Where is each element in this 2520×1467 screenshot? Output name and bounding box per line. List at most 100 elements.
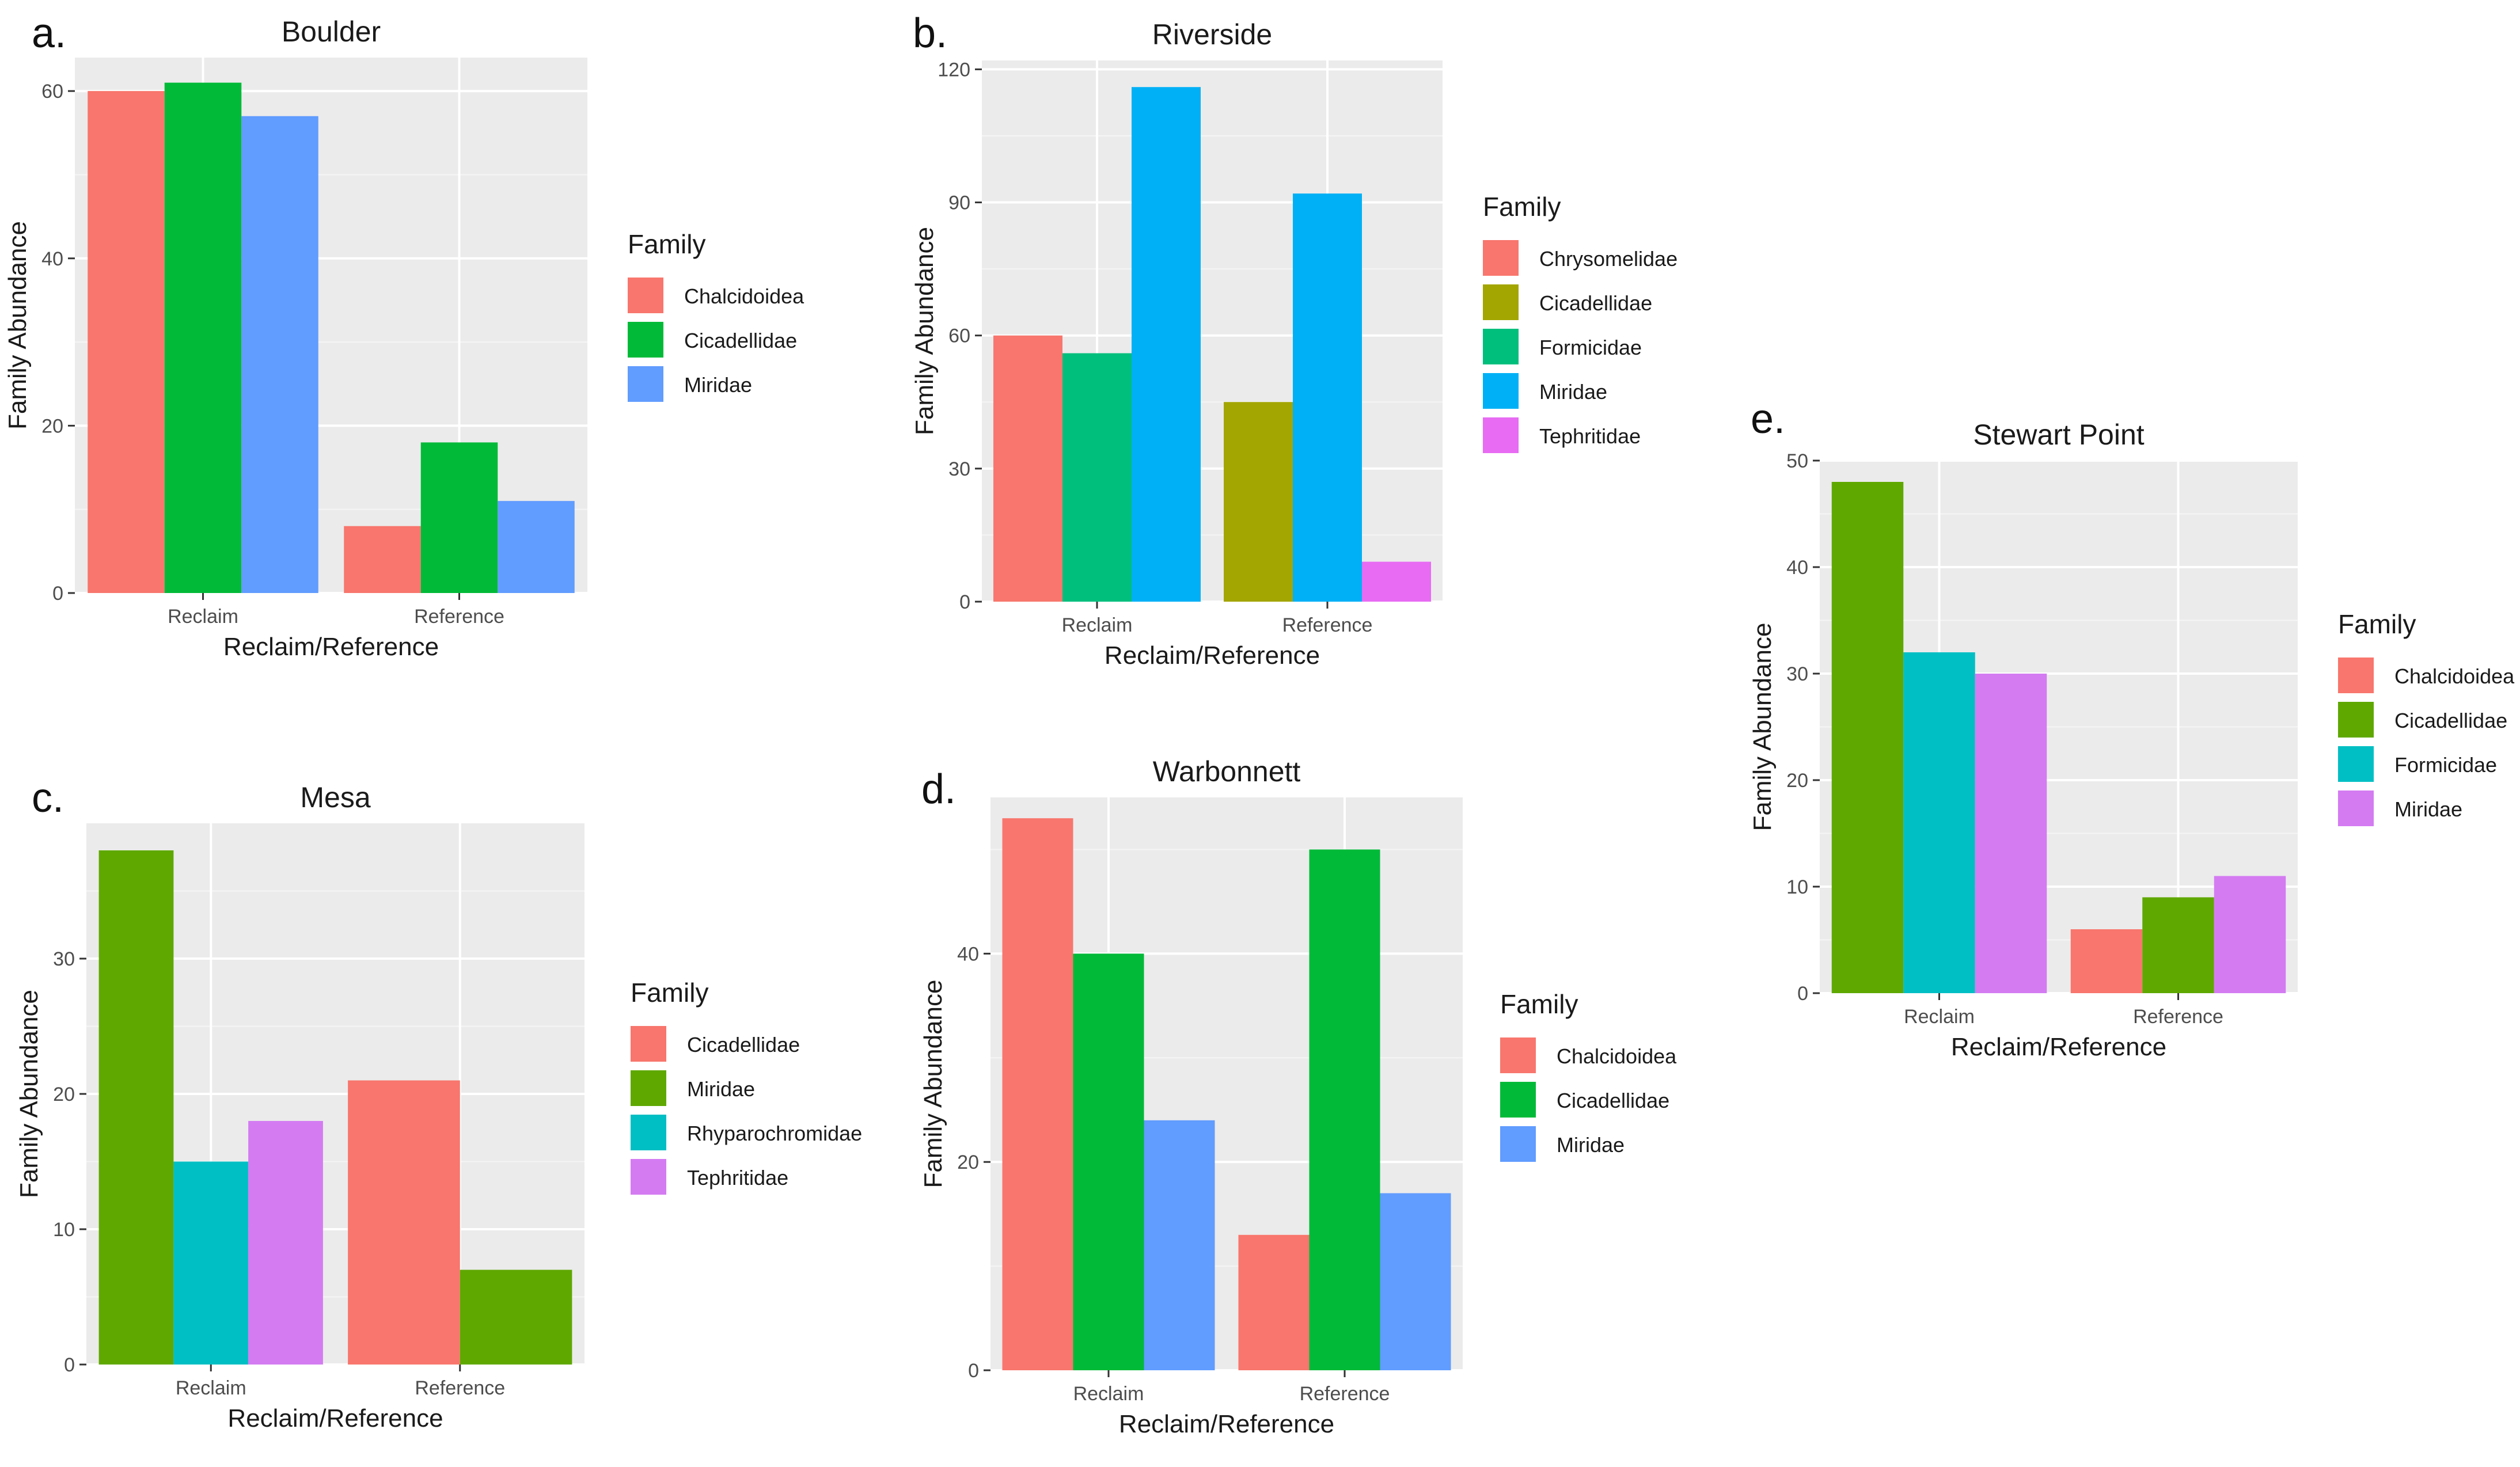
chart-3-x-tick-label: Reclaim — [176, 1377, 246, 1399]
chart-4-x-axis-label: Reclaim/Reference — [1119, 1410, 1334, 1438]
chart-2-bar — [1293, 193, 1362, 602]
chart-3-x-tick-label: Reference — [415, 1377, 505, 1399]
chart-3-bar — [460, 1270, 572, 1365]
chart-1-bar — [88, 91, 165, 593]
chart-2-y-tick-label: 60 — [948, 325, 970, 347]
chart-2-legend-label: Chrysomelidae — [1539, 247, 1678, 271]
chart-1-title: Boulder — [282, 16, 381, 48]
chart-1-legend-title: Family — [628, 229, 705, 259]
chart-4-legend-label: Miridae — [1557, 1133, 1625, 1157]
chart-4-legend-label: Cicadellidae — [1557, 1089, 1669, 1112]
chart-5-panel-letter: e. — [1751, 396, 1785, 442]
chart-4-bar — [1073, 953, 1144, 1370]
chart-4-legend-title: Family — [1500, 989, 1578, 1019]
chart-5-legend-title: Family — [2338, 609, 2416, 639]
chart-5-legend-key — [2338, 746, 2374, 782]
chart-2-bar — [1362, 561, 1431, 602]
chart-1-bar — [498, 501, 575, 593]
chart-2-title: Riverside — [1152, 18, 1272, 51]
chart-5-y-tick-label: 10 — [1786, 876, 1808, 898]
chart-3-bar — [248, 1121, 323, 1365]
chart-4-bar — [1144, 1120, 1215, 1370]
chart-2-legend-key — [1483, 373, 1519, 409]
chart-3-legend-label: Tephritidae — [687, 1166, 788, 1189]
chart-1-y-tick-label: 0 — [52, 583, 63, 605]
chart-4-bar — [1309, 849, 1380, 1370]
chart-3-y-tick-label: 10 — [53, 1219, 75, 1241]
chart-5-y-tick-label: 20 — [1786, 770, 1808, 792]
chart-3-legend-key — [631, 1070, 666, 1106]
chart-1-legend-key — [628, 366, 663, 402]
chart-4-bar — [1380, 1193, 1451, 1370]
chart-5-legend-label: Chalcidoidea — [2394, 664, 2515, 688]
chart-2-legend-key — [1483, 284, 1519, 320]
chart-5-y-tick-label: 30 — [1786, 663, 1808, 685]
chart-1-legend-key — [628, 278, 663, 313]
chart-4-y-tick-label: 20 — [957, 1151, 979, 1173]
chart-1-legend-label: Chalcidoidea — [684, 284, 804, 308]
chart-panel-5: e. Stewart Point 0 10 20 30 40 50 Reclaim Referen… — [1748, 396, 2515, 1061]
chart-5-bar — [2142, 897, 2214, 993]
chart-2-bar — [993, 335, 1062, 602]
chart-3-legend-key — [631, 1026, 666, 1062]
chart-1-legend-label: Miridae — [684, 373, 752, 397]
chart-5-title: Stewart Point — [1973, 419, 2144, 451]
chart-panel-1: a. Boulder 0 20 40 60 Reclaim Reference Reclaim/… — [3, 10, 804, 661]
chart-5-legend-key — [2338, 658, 2374, 693]
chart-5-x-tick-label: Reclaim — [1904, 1006, 1975, 1028]
chart-4-x-tick-label: Reference — [1300, 1383, 1390, 1405]
chart-1-bar — [344, 526, 421, 593]
chart-1-x-axis-label: Reclaim/Reference — [223, 633, 439, 661]
chart-3-bar — [98, 850, 174, 1365]
chart-panel-4: d. Warbonnett 0 20 40 Reclaim Reference Reclaim… — [919, 755, 1677, 1438]
chart-2-bar — [1132, 87, 1201, 602]
chart-4-legend-key — [1500, 1082, 1536, 1118]
chart-5-legend-key — [2338, 702, 2374, 738]
chart-2-x-tick-label: Reference — [1282, 614, 1373, 636]
chart-3-y-axis-label: Family Abundance — [15, 990, 43, 1198]
chart-3-legend-label: Cicadellidae — [687, 1033, 800, 1056]
chart-2-legend-title: Family — [1483, 192, 1561, 222]
chart-5-legend-label: Miridae — [2394, 797, 2462, 821]
chart-4-title: Warbonnett — [1153, 755, 1301, 788]
chart-4-legend-key — [1500, 1037, 1536, 1073]
chart-5-x-tick-label: Reference — [2133, 1006, 2223, 1028]
chart-1-y-axis-label: Family Abundance — [3, 221, 32, 430]
chart-4-legend-key — [1500, 1126, 1536, 1162]
chart-2-y-tick-label: 0 — [959, 591, 970, 613]
chart-5-legend-label: Cicadellidae — [2394, 709, 2507, 732]
chart-5-y-tick-label: 50 — [1786, 450, 1808, 472]
chart-2-y-tick-label: 120 — [938, 59, 970, 81]
chart-1-bar — [164, 82, 242, 593]
chart-2-legend-label: Formicidae — [1539, 336, 1642, 359]
chart-2-y-tick-label: 30 — [948, 458, 970, 480]
chart-3-x-axis-label: Reclaim/Reference — [227, 1404, 443, 1432]
chart-4-y-tick-label: 40 — [957, 943, 979, 965]
chart-2-y-tick-label: 90 — [948, 192, 970, 214]
chart-4-legend-label: Chalcidoidea — [1557, 1044, 1677, 1068]
chart-4-x-tick-label: Reclaim — [1073, 1383, 1144, 1405]
chart-5-y-tick-label: 0 — [1797, 983, 1808, 1005]
chart-3-title: Mesa — [300, 781, 370, 814]
chart-1-bar — [241, 116, 318, 593]
chart-3-bar — [173, 1161, 249, 1365]
chart-5-bar — [1975, 674, 2047, 993]
chart-2-y-axis-label: Family Abundance — [910, 227, 939, 435]
chart-2-legend-key — [1483, 329, 1519, 364]
chart-panel-2: b. Riverside 0 30 60 90 120 Reclaim Reference Rec… — [910, 10, 1678, 670]
chart-5-legend-key — [2338, 790, 2374, 826]
chart-5-bar — [1903, 652, 1975, 993]
chart-5-bar — [1831, 482, 1904, 993]
chart-5-legend-label: Formicidae — [2394, 753, 2497, 777]
chart-2-legend-label: Tephritidae — [1539, 424, 1641, 448]
chart-1-panel-letter: a. — [32, 10, 66, 56]
chart-1-y-tick-label: 40 — [41, 248, 63, 270]
chart-4-y-axis-label: Family Abundance — [919, 980, 947, 1188]
chart-3-y-tick-label: 0 — [64, 1354, 75, 1376]
chart-3-legend-key — [631, 1115, 666, 1150]
chart-3-legend-label: Miridae — [687, 1077, 755, 1101]
chart-4-panel-letter: d. — [921, 766, 956, 812]
chart-3-y-tick-label: 20 — [53, 1084, 75, 1105]
chart-3-legend-label: Rhyparochromidae — [687, 1122, 862, 1145]
